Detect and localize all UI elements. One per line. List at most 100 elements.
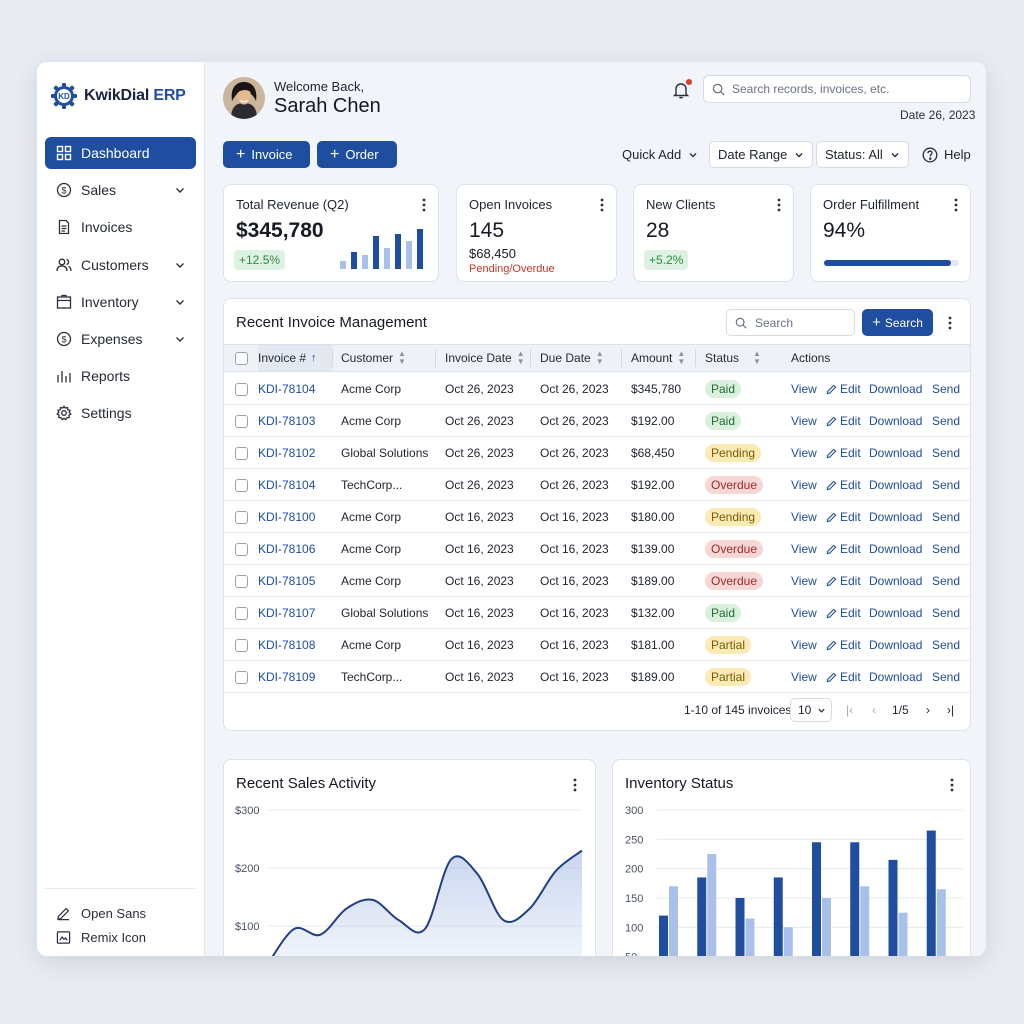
- row-checkbox[interactable]: [235, 629, 248, 661]
- table-row[interactable]: KDI-78107 Global Solutions Oct 16, 2023 Oct…: [224, 597, 970, 629]
- view-link[interactable]: View: [791, 414, 817, 428]
- edit-link[interactable]: Edit: [826, 661, 861, 693]
- more-options-icon[interactable]: [777, 198, 781, 212]
- bell-icon[interactable]: [671, 80, 691, 100]
- table-row[interactable]: KDI-78105 Acme Corp Oct 16, 2023 Oct 16, 20…: [224, 565, 970, 597]
- view-link[interactable]: View: [791, 574, 817, 588]
- table-row[interactable]: KDI-78106 Acme Corp Oct 16, 2023 Oct 16, 20…: [224, 533, 970, 565]
- table-row[interactable]: KDI-78102 Global Solutions Oct 26, 2023 Oct…: [224, 437, 970, 469]
- more-options-icon[interactable]: [954, 198, 958, 212]
- quick-add-dropdown[interactable]: Quick Add: [622, 141, 698, 168]
- app-logo[interactable]: KD KwikDial ERP: [50, 82, 186, 110]
- download-link[interactable]: Download: [869, 510, 923, 524]
- send-link[interactable]: Send: [932, 382, 961, 396]
- download-link[interactable]: Download: [869, 478, 923, 492]
- first-page-icon[interactable]: |‹: [846, 703, 854, 717]
- download-link[interactable]: Download: [869, 606, 923, 620]
- view-link[interactable]: View: [791, 606, 817, 620]
- col-invoice-date[interactable]: Invoice Date ▲ ▼: [445, 345, 525, 371]
- send-link[interactable]: Send: [932, 446, 961, 460]
- more-options-icon[interactable]: [948, 316, 952, 330]
- send-link[interactable]: Send: [932, 478, 961, 492]
- send-link[interactable]: Send: [932, 670, 961, 684]
- row-checkbox[interactable]: [235, 533, 248, 565]
- sidebar-item-sales[interactable]: $ Sales: [45, 174, 196, 206]
- sidebar-footer-icons[interactable]: Remix Icon: [45, 925, 195, 949]
- send-link[interactable]: Send: [932, 542, 961, 556]
- sidebar-item-invoices[interactable]: Invoices: [45, 211, 196, 243]
- invoice-number-link[interactable]: KDI-78108: [258, 638, 316, 652]
- invoice-number-link[interactable]: KDI-78102: [258, 446, 316, 460]
- edit-link[interactable]: Edit: [826, 437, 861, 469]
- table-row[interactable]: KDI-78109 TechCorp... Oct 16, 2023 Oct 16, …: [224, 661, 970, 693]
- row-checkbox[interactable]: [235, 565, 248, 597]
- invoice-search-button[interactable]: + Search: [862, 309, 933, 336]
- view-link[interactable]: View: [791, 670, 817, 684]
- send-link[interactable]: Send: [932, 574, 961, 588]
- help-button[interactable]: Help: [922, 141, 971, 168]
- view-link[interactable]: View: [791, 638, 817, 652]
- table-row[interactable]: KDI-78104 TechCorp... Oct 26, 2023 Oct 26, …: [224, 469, 970, 501]
- row-checkbox[interactable]: [235, 469, 248, 501]
- invoice-number-link[interactable]: KDI-78100: [258, 510, 316, 524]
- chevron-down-icon[interactable]: [174, 184, 186, 196]
- view-link[interactable]: View: [791, 446, 817, 460]
- invoice-number-link[interactable]: KDI-78106: [258, 542, 316, 556]
- table-row[interactable]: KDI-78104 Acme Corp Oct 26, 2023 Oct 26, 20…: [224, 373, 970, 405]
- last-page-icon[interactable]: ›|: [947, 703, 955, 717]
- chevron-down-icon[interactable]: [174, 333, 186, 345]
- status-filter-dropdown[interactable]: Status: All: [816, 141, 909, 168]
- send-link[interactable]: Send: [932, 638, 961, 652]
- invoice-number-link[interactable]: KDI-78104: [258, 478, 316, 492]
- chevron-down-icon[interactable]: [174, 296, 186, 308]
- invoice-search-input[interactable]: Search: [726, 309, 855, 336]
- send-link[interactable]: Send: [932, 414, 961, 428]
- sidebar-item-settings[interactable]: Settings: [45, 397, 196, 429]
- edit-link[interactable]: Edit: [826, 597, 861, 629]
- global-search-input[interactable]: Search records, invoices, etc.: [703, 75, 971, 103]
- edit-link[interactable]: Edit: [826, 565, 861, 597]
- sidebar-item-dashboard[interactable]: Dashboard: [45, 137, 196, 169]
- invoice-number-link[interactable]: KDI-78103: [258, 414, 316, 428]
- invoice-number-link[interactable]: KDI-78107: [258, 606, 316, 620]
- rows-per-page-select[interactable]: 10: [790, 698, 832, 722]
- invoice-number-link[interactable]: KDI-78109: [258, 670, 316, 684]
- edit-link[interactable]: Edit: [826, 469, 861, 501]
- edit-link[interactable]: Edit: [826, 373, 861, 405]
- next-page-icon[interactable]: ›: [926, 703, 930, 717]
- invoice-number-link[interactable]: KDI-78105: [258, 574, 316, 588]
- download-link[interactable]: Download: [869, 446, 923, 460]
- invoice-number-link[interactable]: KDI-78104: [258, 382, 316, 396]
- download-link[interactable]: Download: [869, 574, 923, 588]
- add-order-button[interactable]: + Order: [317, 141, 397, 168]
- download-link[interactable]: Download: [869, 542, 923, 556]
- sidebar-item-customers[interactable]: Customers: [45, 249, 196, 281]
- chevron-down-icon[interactable]: [174, 259, 186, 271]
- edit-link[interactable]: Edit: [826, 629, 861, 661]
- download-link[interactable]: Download: [869, 670, 923, 684]
- col-customer[interactable]: Customer ▲ ▼: [341, 345, 406, 371]
- table-row[interactable]: KDI-78100 Acme Corp Oct 16, 2023 Oct 16, 20…: [224, 501, 970, 533]
- sidebar-item-expenses[interactable]: $ Expenses: [45, 323, 196, 355]
- more-options-icon[interactable]: [600, 198, 604, 212]
- view-link[interactable]: View: [791, 542, 817, 556]
- view-link[interactable]: View: [791, 382, 817, 396]
- table-row[interactable]: KDI-78103 Acme Corp Oct 26, 2023 Oct 26, 20…: [224, 405, 970, 437]
- edit-link[interactable]: Edit: [826, 501, 861, 533]
- row-checkbox[interactable]: [235, 501, 248, 533]
- row-checkbox[interactable]: [235, 405, 248, 437]
- more-options-icon[interactable]: [573, 778, 577, 792]
- row-checkbox[interactable]: [235, 373, 248, 405]
- more-options-icon[interactable]: [422, 198, 426, 212]
- view-link[interactable]: View: [791, 510, 817, 524]
- avatar[interactable]: [223, 77, 265, 119]
- row-checkbox[interactable]: [235, 597, 248, 629]
- col-status[interactable]: Status ▲ ▼: [705, 345, 761, 371]
- sidebar-item-inventory[interactable]: Inventory: [45, 286, 196, 318]
- sidebar-footer-font[interactable]: Open Sans: [45, 901, 195, 925]
- row-checkbox[interactable]: [235, 661, 248, 693]
- col-invoice-number[interactable]: Invoice # ↑: [258, 345, 332, 371]
- send-link[interactable]: Send: [932, 606, 961, 620]
- previous-page-icon[interactable]: ‹: [872, 703, 876, 717]
- edit-link[interactable]: Edit: [826, 405, 861, 437]
